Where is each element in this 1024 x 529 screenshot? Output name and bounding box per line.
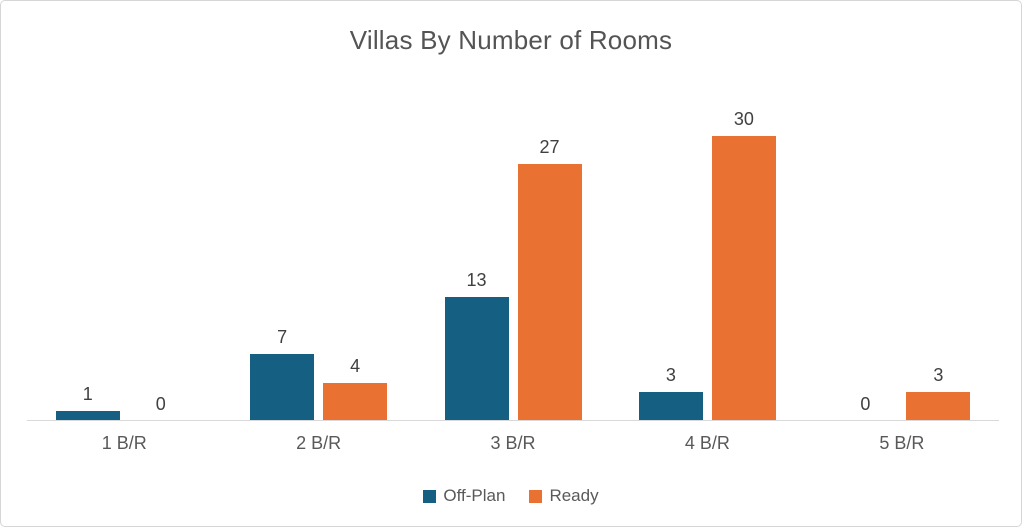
bar-ready: [323, 383, 388, 421]
chart-title: Villas By Number of Rooms: [349, 25, 673, 55]
bar-slot-ready: 27: [517, 137, 582, 421]
category-label: 2 B/R: [296, 433, 342, 453]
bar-value-label: 1: [82, 384, 93, 404]
bar-value-label: 27: [539, 137, 560, 157]
bar-value-label: 4: [350, 356, 361, 376]
bar-slot-ready: 30: [711, 109, 776, 421]
plot-area: 1 0 7 4 13 27 3 30 0 3: [27, 1, 999, 421]
legend-swatch-icon: [529, 489, 543, 503]
category-axis-labels: 1 B/R 2 B/R 3 B/R 4 B/R 5 B/R: [27, 433, 999, 454]
bar-slot-ready: 4: [323, 356, 388, 421]
category-label: 3 B/R: [490, 433, 536, 453]
bar-offplan: [55, 411, 120, 421]
bar-ready: [517, 164, 582, 421]
bar-slot-offplan: 3: [638, 365, 703, 421]
bar-slot-offplan: 1: [55, 384, 120, 421]
bar-slot-offplan: 13: [444, 270, 509, 421]
bar-groups: 1 0 7 4 13 27 3 30 0 3: [27, 1, 999, 421]
bar-value-label: 30: [733, 109, 754, 129]
bar-slot-offplan: 0: [833, 394, 897, 421]
bar-value-label: 0: [860, 394, 871, 414]
bar-value-label: 7: [277, 327, 288, 347]
category-label: 4 B/R: [684, 433, 730, 453]
legend-label: Off-Plan: [443, 486, 506, 505]
bar-offplan: [250, 354, 315, 421]
bar-slot-ready: 0: [129, 394, 193, 421]
legend-item-ready: Ready: [529, 486, 599, 506]
bar-slot-ready: 3: [906, 365, 971, 421]
bar-value-label: 3: [665, 365, 676, 385]
bar-slot-offplan: 7: [250, 327, 315, 421]
bar-group: 13 27: [416, 137, 610, 421]
bar-value-label: 0: [155, 394, 166, 414]
bar-offplan: [638, 392, 703, 421]
legend: Off-Plan Ready: [1, 486, 1021, 506]
bar-offplan: [444, 297, 509, 421]
bar-value-label: 3: [933, 365, 944, 385]
category-label: 5 B/R: [879, 433, 925, 453]
x-axis-line: [27, 420, 999, 421]
legend-label: Ready: [549, 486, 599, 505]
bar-ready: [711, 136, 776, 421]
legend-item-offplan: Off-Plan: [423, 486, 505, 506]
category-label: 1 B/R: [101, 433, 147, 453]
bar-group: 3 30: [610, 109, 804, 421]
bar-ready: [906, 392, 971, 421]
legend-swatch-icon: [423, 489, 437, 503]
bar-value-label: 13: [466, 270, 487, 290]
